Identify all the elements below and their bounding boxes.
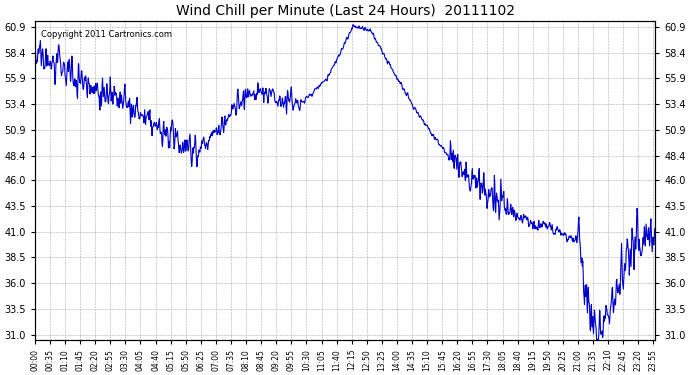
- Title: Wind Chill per Minute (Last 24 Hours)  20111102: Wind Chill per Minute (Last 24 Hours) 20…: [175, 4, 515, 18]
- Text: Copyright 2011 Cartronics.com: Copyright 2011 Cartronics.com: [41, 30, 172, 39]
